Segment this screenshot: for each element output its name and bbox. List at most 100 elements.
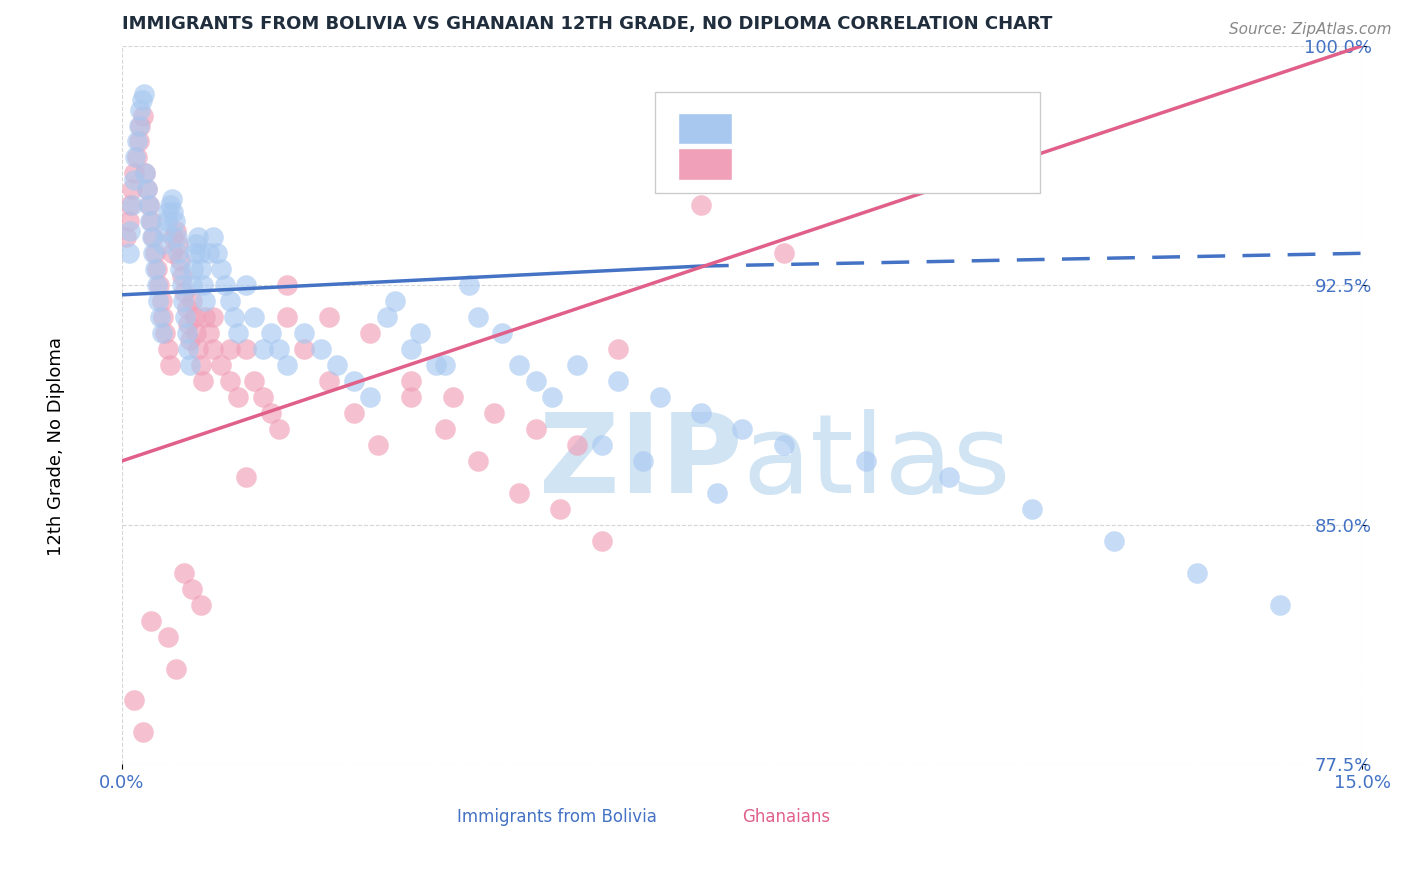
Point xyxy=(165,661,187,675)
Point xyxy=(384,294,406,309)
Point xyxy=(187,230,209,244)
Point xyxy=(148,278,170,293)
Point xyxy=(367,438,389,452)
Point xyxy=(1268,598,1291,612)
Point xyxy=(172,294,194,309)
Point xyxy=(153,326,176,340)
Point xyxy=(152,236,174,251)
Point xyxy=(143,262,166,277)
Point xyxy=(269,342,291,356)
Point xyxy=(433,422,456,436)
Point xyxy=(690,406,713,420)
Point xyxy=(772,438,794,452)
Point xyxy=(648,390,671,404)
Point xyxy=(292,326,315,340)
Point xyxy=(198,326,221,340)
Point xyxy=(157,204,180,219)
Point xyxy=(276,278,298,293)
Point xyxy=(235,470,257,484)
Point xyxy=(156,342,179,356)
Point xyxy=(139,614,162,628)
Point xyxy=(706,486,728,500)
Point xyxy=(139,214,162,228)
Point xyxy=(425,358,447,372)
Point xyxy=(202,230,225,244)
Point xyxy=(186,236,208,251)
Point xyxy=(169,252,191,267)
Point xyxy=(631,454,654,468)
Point xyxy=(118,246,141,260)
Point xyxy=(124,693,146,707)
Point xyxy=(550,501,572,516)
Point xyxy=(181,294,204,309)
Point xyxy=(209,358,232,372)
Point xyxy=(146,278,169,293)
Point xyxy=(292,342,315,356)
Point xyxy=(190,358,212,372)
Point xyxy=(318,374,340,388)
Point xyxy=(159,198,181,212)
Point xyxy=(409,326,432,340)
Point xyxy=(120,198,142,212)
Point xyxy=(401,342,423,356)
Point xyxy=(163,214,186,228)
Point xyxy=(218,374,240,388)
Point xyxy=(524,422,547,436)
Point xyxy=(170,268,193,283)
Point xyxy=(467,454,489,468)
Point xyxy=(176,326,198,340)
Point xyxy=(122,173,145,187)
Point xyxy=(243,310,266,325)
Point xyxy=(565,358,588,372)
Point xyxy=(156,630,179,644)
Point xyxy=(326,358,349,372)
Text: Immigrants from Bolivia: Immigrants from Bolivia xyxy=(457,808,657,826)
Point xyxy=(235,342,257,356)
Point xyxy=(148,294,170,309)
Point xyxy=(169,262,191,277)
Point xyxy=(260,406,283,420)
Point xyxy=(121,182,143,196)
Point xyxy=(129,119,152,133)
Point xyxy=(177,342,200,356)
Point xyxy=(188,246,211,260)
Point xyxy=(179,333,201,347)
FancyBboxPatch shape xyxy=(703,810,735,829)
Point xyxy=(165,224,187,238)
Point xyxy=(375,310,398,325)
Point xyxy=(138,198,160,212)
Point xyxy=(342,374,364,388)
Point xyxy=(214,278,236,293)
Point xyxy=(433,358,456,372)
Point xyxy=(141,230,163,244)
Point xyxy=(202,342,225,356)
Point xyxy=(218,342,240,356)
Point xyxy=(146,262,169,277)
Point xyxy=(441,390,464,404)
Point xyxy=(467,310,489,325)
Point xyxy=(128,119,150,133)
Point xyxy=(174,310,197,325)
Point xyxy=(159,358,181,372)
Point xyxy=(139,214,162,228)
Point xyxy=(150,326,173,340)
Point xyxy=(508,358,530,372)
Point xyxy=(170,278,193,293)
Point xyxy=(124,151,146,165)
Point xyxy=(252,390,274,404)
FancyBboxPatch shape xyxy=(678,148,733,180)
Text: ZIP: ZIP xyxy=(538,409,742,516)
Point xyxy=(269,422,291,436)
Text: IMMIGRANTS FROM BOLIVIA VS GHANAIAN 12TH GRADE, NO DIPLOMA CORRELATION CHART: IMMIGRANTS FROM BOLIVIA VS GHANAIAN 12TH… xyxy=(122,15,1053,33)
Point xyxy=(690,198,713,212)
Point xyxy=(177,317,200,331)
Point xyxy=(125,135,148,149)
Point xyxy=(149,310,172,325)
Point xyxy=(135,182,157,196)
Point xyxy=(132,725,155,739)
Point xyxy=(226,326,249,340)
Point xyxy=(222,310,245,325)
Point xyxy=(508,486,530,500)
Point xyxy=(731,422,754,436)
Point xyxy=(565,438,588,452)
